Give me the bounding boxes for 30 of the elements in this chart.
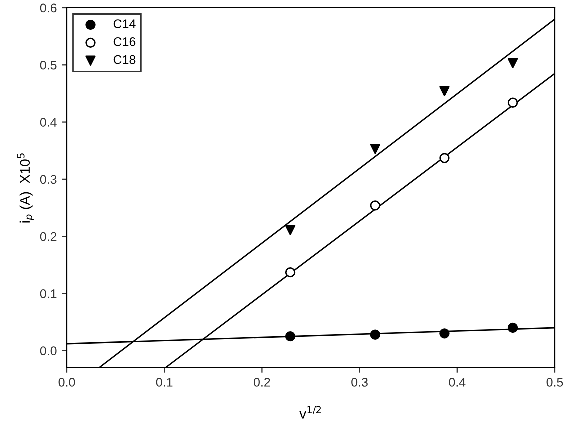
y-tick-label: 0.5 [40, 60, 57, 70]
point [285, 331, 296, 342]
point [370, 200, 381, 211]
legend-label: C14 [114, 20, 136, 28]
y-tick-label: 0.6 [40, 4, 57, 13]
x-axis-title: v$^{1/2}$ [300, 406, 322, 419]
point [440, 328, 450, 339]
point [285, 225, 296, 236]
point [508, 322, 518, 334]
x-tick-label: 0.5 [546, 378, 564, 387]
legend-label: C16 [114, 37, 136, 46]
point [508, 98, 518, 108]
x-tick-label: 0.0 [58, 378, 76, 387]
x-tick-label: 0.2 [254, 378, 270, 387]
y-tick-label: 0.4 [40, 118, 57, 127]
y-tick-label: 0.0 [40, 346, 57, 356]
point [440, 153, 450, 164]
point [285, 267, 296, 278]
x-tick-label: 0.3 [352, 378, 368, 387]
x-tick-label: 0.4 [449, 378, 466, 387]
legend-label: C18 [114, 55, 136, 64]
x-tick-label: 0.1 [156, 378, 173, 387]
y-tick-label: 0.2 [40, 232, 57, 242]
point [370, 144, 381, 154]
point [508, 58, 518, 69]
point [370, 330, 381, 340]
y-tick-label: 0.1 [40, 290, 57, 298]
y-tick-label: 0.3 [40, 175, 57, 184]
point [440, 86, 450, 97]
y-axis-title: i$_{p}$ (A) X10$^{5}$ [18, 154, 34, 223]
